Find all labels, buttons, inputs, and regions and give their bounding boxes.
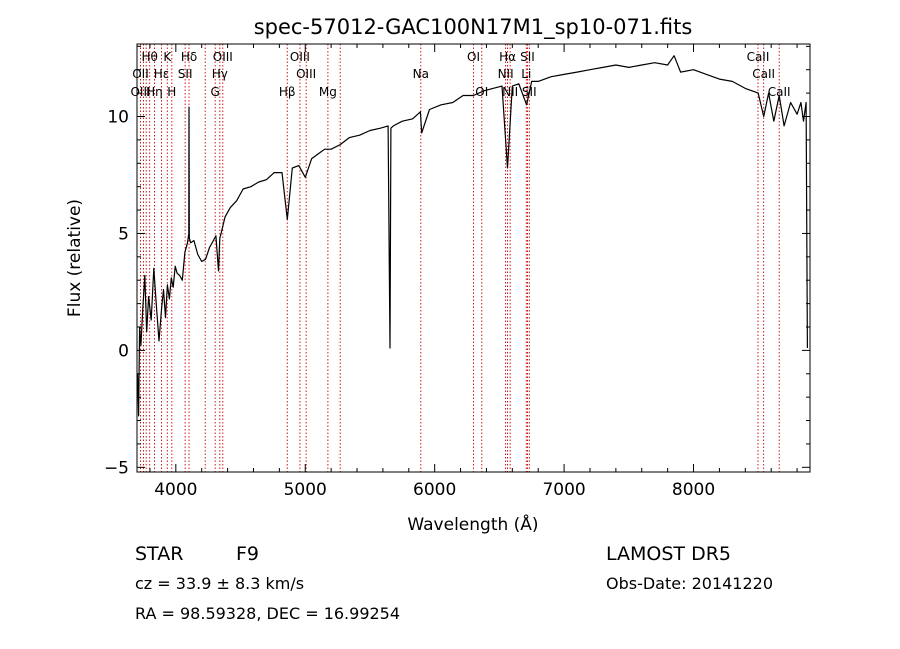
plot-frame [136,43,811,473]
y-tick-label: −5 [104,458,129,478]
line-label: CaII [768,85,791,99]
y-tick-label: 10 [107,108,129,128]
line-label: NII [502,85,518,99]
x-tick-label: 4000 [154,480,197,500]
object-class: STAR [135,543,183,565]
line-label: OII [132,67,149,81]
x-tick-label: 7000 [542,480,585,500]
line-label: NII [498,67,514,81]
line-label: H [167,85,176,99]
chart-title: spec-57012-GAC100N17M1_sp10-071.fits [254,15,693,40]
line-labels: Hθ K Hδ OIII OIII OI Hα SII CaII OII Hε SII Hγ OIII Na… [130,50,790,99]
line-label: OIII [290,50,310,64]
x-axis-label: Wavelength (Å) [407,513,538,535]
observation-date: Obs-Date: 20141220 [606,574,773,593]
survey-name: LAMOST DR5 [606,543,731,565]
line-label: OIII [213,50,233,64]
line-label: Hβ [279,85,296,99]
line-label: OI [467,50,480,64]
line-label: Hθ [141,50,157,64]
y-axis-label: Flux (relative) [65,199,85,317]
y-tick-label: 0 [118,341,129,361]
line-label: CaII [747,50,770,64]
line-label: CaII [752,67,775,81]
line-label: Mg [319,85,337,99]
line-label: SII [178,67,193,81]
x-tick-label: 6000 [413,480,456,500]
line-label: Hη [146,85,163,99]
spectrum-series [137,55,809,417]
coordinates: RA = 98.59328, DEC = 16.99254 [135,604,400,623]
line-label: G [211,85,220,99]
spectrum-line [137,55,809,417]
x-axis: 4000 5000 6000 7000 8000 [149,44,798,500]
line-label: Na [413,67,429,81]
line-label: OIII [130,85,150,99]
line-label: K [163,50,172,64]
line-label: Hε [154,67,170,81]
line-label: Hγ [212,67,228,81]
line-label: Li [521,67,531,81]
y-axis: −5 0 5 10 [104,45,810,478]
line-label: Hδ [181,50,197,64]
x-tick-label: 8000 [672,480,715,500]
redshift-cz: cz = 33.9 ± 8.3 km/s [135,574,304,593]
line-label: OIII [296,67,316,81]
x-tick-label: 5000 [284,480,327,500]
line-markers [140,44,780,472]
line-label: Hα [499,50,516,64]
line-label: SII [520,50,535,64]
object-subclass: F9 [236,543,259,565]
y-tick-label: 5 [118,224,129,244]
